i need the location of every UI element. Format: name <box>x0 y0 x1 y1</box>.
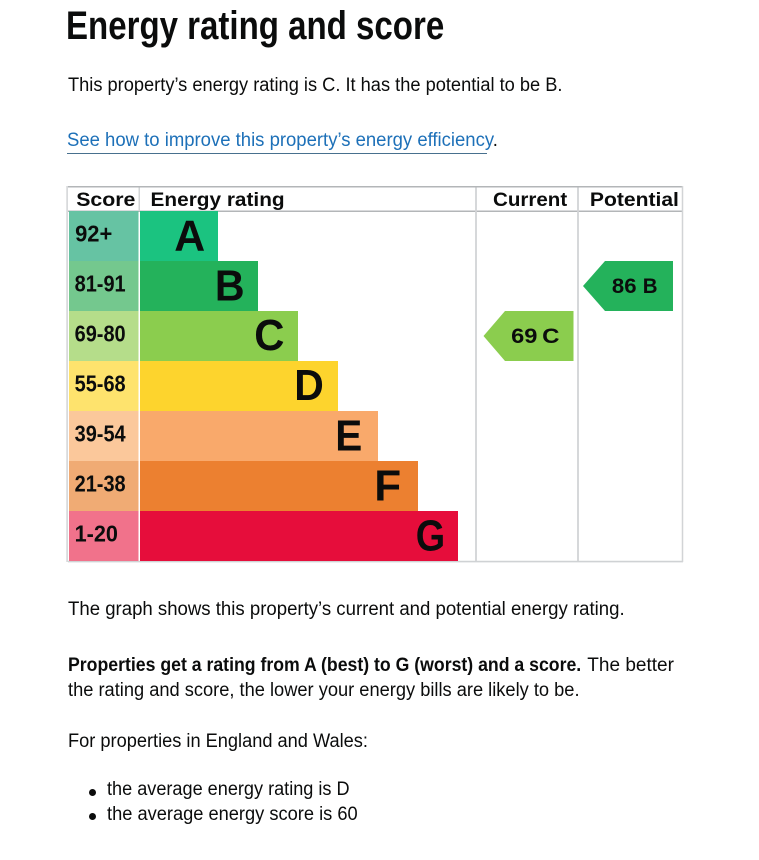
svg-text:F: F <box>374 461 401 510</box>
svg-text:Score: Score <box>76 189 135 210</box>
svg-text:C: C <box>542 323 559 347</box>
svg-text:A: A <box>174 211 205 260</box>
svg-text:B: B <box>215 261 245 311</box>
svg-text:39-54: 39-54 <box>75 419 126 446</box>
svg-text:G: G <box>416 510 445 559</box>
svg-text:1-20: 1-20 <box>75 520 118 546</box>
svg-text:D: D <box>294 361 324 410</box>
svg-text:69: 69 <box>511 324 537 348</box>
svg-text:C: C <box>254 310 284 359</box>
svg-text:Energy rating: Energy rating <box>151 189 285 210</box>
svg-text:Current: Current <box>493 189 568 210</box>
svg-text:86: 86 <box>612 273 637 298</box>
svg-text:E: E <box>335 411 362 460</box>
svg-text:21-38: 21-38 <box>75 469 126 496</box>
svg-text:55-68: 55-68 <box>75 369 126 396</box>
svg-text:B: B <box>643 274 658 298</box>
svg-text:Potential: Potential <box>590 189 679 210</box>
svg-text:81-91: 81-91 <box>75 269 126 296</box>
svg-text:69-80: 69-80 <box>75 319 126 346</box>
svg-text:92+: 92+ <box>75 219 112 246</box>
